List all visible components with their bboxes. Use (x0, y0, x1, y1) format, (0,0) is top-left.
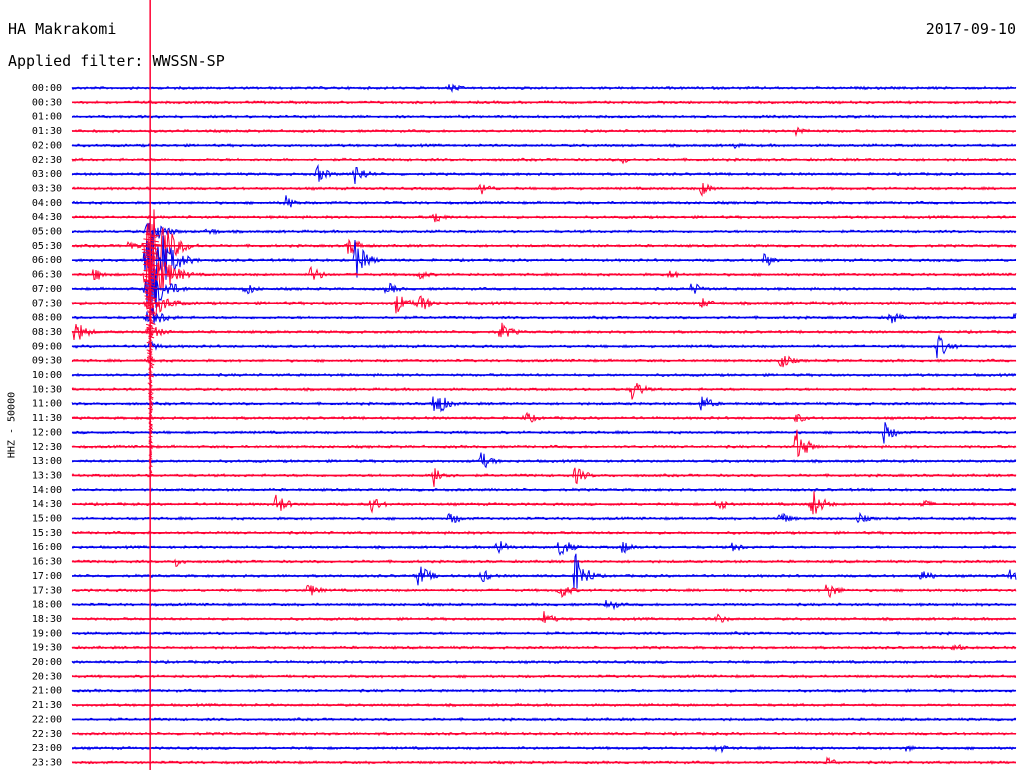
row-time-label: 22:00 (32, 714, 62, 725)
row-time-label: 18:30 (32, 614, 62, 625)
row-time-label: 06:30 (32, 270, 62, 281)
row-time-label: 01:30 (32, 126, 62, 137)
trace-row (71, 553, 1017, 589)
row-time-label: 12:00 (32, 427, 62, 438)
row-time-label: 05:30 (32, 241, 62, 252)
row-time-label: 04:30 (32, 212, 62, 223)
time-label-group: 00:00 00:30 01:00 01:30 02:00 02:30 03:00 03:30… (32, 83, 62, 768)
row-time-label: 05:00 (32, 227, 62, 238)
row-time-label: 06:00 (32, 255, 62, 266)
row-time-label: 13:00 (32, 456, 62, 467)
row-time-label: 21:00 (32, 686, 62, 697)
row-time-label: 03:30 (32, 183, 62, 194)
row-time-label: 21:30 (32, 700, 62, 711)
row-time-label: 02:00 (32, 140, 62, 151)
row-time-label: 00:30 (32, 97, 62, 108)
row-time-label: 17:00 (32, 571, 62, 582)
row-time-label: 20:00 (32, 657, 62, 668)
trace-row (71, 382, 1017, 400)
row-time-label: 09:00 (32, 341, 62, 352)
trace-row (72, 611, 1017, 623)
station-title: HA Makrakomi (8, 20, 117, 38)
row-time-label: 04:00 (32, 198, 62, 209)
row-time-label: 12:30 (32, 442, 62, 453)
row-time-label: 18:00 (32, 600, 62, 611)
trace-row (72, 452, 1017, 469)
row-time-label: 01:00 (32, 112, 62, 123)
row-time-label: 08:00 (32, 313, 62, 324)
row-time-label: 07:00 (32, 284, 62, 295)
row-time-label: 10:00 (32, 370, 62, 381)
row-time-label: 10:30 (32, 384, 62, 395)
row-time-label: 03:00 (32, 169, 62, 180)
filter-label: Applied filter: WWSSN-SP (8, 52, 225, 70)
row-time-label: 16:30 (32, 557, 62, 568)
row-time-label: 19:00 (32, 628, 62, 639)
row-time-label: 17:30 (32, 585, 62, 596)
row-time-label: 14:00 (32, 485, 62, 496)
trace-row (71, 334, 1017, 359)
trace-row (71, 429, 1017, 458)
trace-row (71, 467, 1017, 487)
trace-row (71, 307, 1017, 324)
row-time-label: 16:00 (32, 542, 62, 553)
row-time-label: 15:00 (32, 514, 62, 525)
row-time-label: 00:00 (32, 83, 62, 94)
row-time-label: 15:30 (32, 528, 62, 539)
row-time-label: 11:30 (32, 413, 62, 424)
trace-row (71, 248, 1017, 304)
row-time-label: 23:30 (32, 757, 62, 768)
row-time-label: 19:30 (32, 643, 62, 654)
trace-row (72, 222, 1017, 245)
row-time-label: 22:30 (32, 729, 62, 740)
row-time-label: 09:30 (32, 356, 62, 367)
row-time-label: 08:30 (32, 327, 62, 338)
row-time-label: 11:00 (32, 399, 62, 410)
row-time-label: 02:30 (32, 155, 62, 166)
record-date: 2017-09-10 (925, 20, 1016, 38)
trace-row (71, 209, 1017, 292)
trace-row (71, 491, 1017, 515)
row-time-label: 20:30 (32, 671, 62, 682)
trace-row (71, 355, 1017, 368)
row-time-label: 07:30 (32, 298, 62, 309)
trace-row (71, 195, 1017, 208)
trace-group (71, 83, 1017, 765)
row-time-label: 14:30 (32, 499, 62, 510)
row-time-label: 13:30 (32, 470, 62, 481)
row-time-label: 23:00 (32, 743, 62, 754)
